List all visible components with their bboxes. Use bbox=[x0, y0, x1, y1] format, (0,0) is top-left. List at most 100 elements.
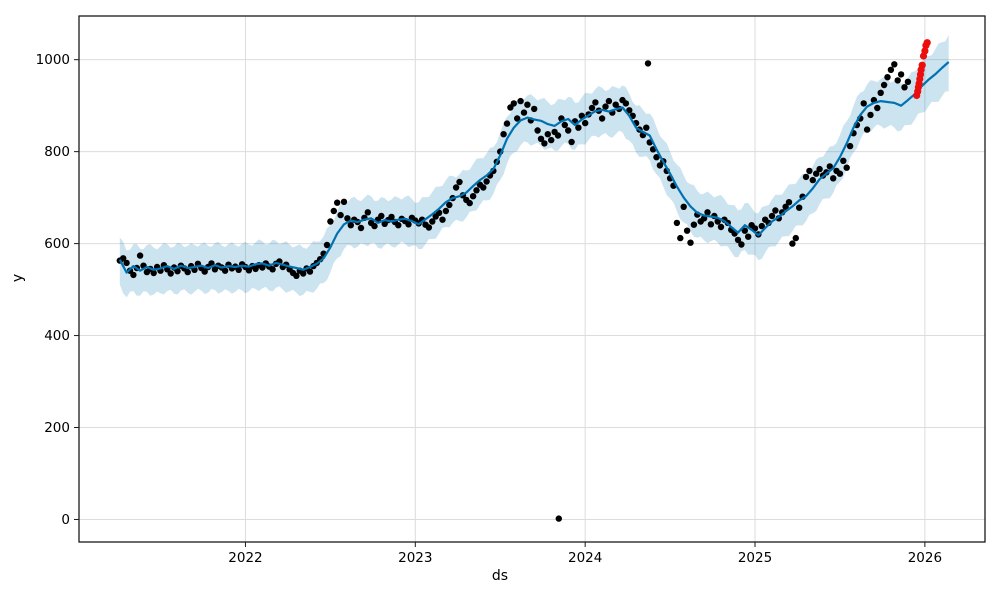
observation-dot bbox=[894, 77, 901, 84]
observation-dot bbox=[683, 227, 691, 234]
observation-dot bbox=[582, 119, 589, 127]
observation-dot bbox=[687, 239, 694, 246]
observation-dot bbox=[598, 115, 606, 122]
observation-dot bbox=[306, 268, 314, 275]
observation-dot bbox=[364, 209, 371, 216]
observation-dot bbox=[123, 259, 130, 267]
recent-red-dot bbox=[918, 61, 926, 69]
observation-dot bbox=[544, 131, 551, 138]
observation-dot bbox=[221, 267, 229, 274]
observation-dot bbox=[300, 270, 307, 277]
observation-dot bbox=[466, 199, 473, 207]
x-tick-label: 2025 bbox=[738, 550, 772, 566]
outlier-dot bbox=[555, 515, 562, 522]
forecast-line bbox=[118, 61, 950, 274]
observation-dot bbox=[167, 270, 174, 277]
x-tick-label: 2023 bbox=[398, 550, 432, 566]
observation-dot bbox=[602, 103, 609, 110]
observation-dot bbox=[446, 201, 453, 209]
observation-dot bbox=[880, 81, 888, 89]
observation-dot bbox=[503, 120, 511, 127]
observation-dot bbox=[704, 209, 711, 216]
observation-dot bbox=[473, 187, 480, 194]
observation-dot bbox=[548, 136, 555, 144]
observation-dot bbox=[184, 268, 191, 276]
observation-dot bbox=[826, 163, 833, 170]
observation-dot bbox=[357, 224, 365, 232]
observation-dot bbox=[510, 100, 517, 107]
x-tick-label: 2022 bbox=[228, 550, 262, 566]
observation-dot bbox=[796, 204, 803, 211]
observation-dot bbox=[201, 268, 208, 275]
observation-dot bbox=[483, 178, 490, 185]
observation-dot bbox=[452, 184, 460, 191]
observation-dot bbox=[150, 269, 157, 277]
observation-dot bbox=[860, 100, 867, 107]
observation-dot bbox=[714, 218, 721, 225]
observation-dot bbox=[887, 66, 895, 74]
observation-dot bbox=[588, 104, 596, 112]
observation-dot bbox=[456, 178, 463, 186]
observation-dot bbox=[378, 212, 385, 220]
y-tick-label: 600 bbox=[44, 236, 70, 252]
observation-dot bbox=[734, 236, 742, 244]
observation-dot bbox=[520, 109, 528, 116]
recent-red-dot bbox=[921, 47, 929, 55]
observation-dot bbox=[809, 176, 816, 184]
observation-dot bbox=[442, 207, 450, 215]
observation-dot bbox=[836, 170, 844, 177]
observation-dot bbox=[330, 207, 337, 215]
axes-frame bbox=[78, 15, 986, 543]
observation-dot bbox=[395, 222, 402, 229]
observation-dot bbox=[534, 127, 541, 134]
observation-dot bbox=[816, 165, 823, 173]
observation-dot bbox=[653, 154, 660, 161]
observation-dot bbox=[334, 199, 341, 206]
y-tick-label: 400 bbox=[44, 328, 70, 344]
observation-dot bbox=[405, 221, 412, 228]
observation-dot bbox=[541, 140, 548, 147]
observation-dot bbox=[235, 266, 242, 273]
observation-dot bbox=[575, 124, 582, 131]
observation-dot bbox=[347, 222, 354, 229]
observation-dot bbox=[745, 233, 752, 240]
observation-dot bbox=[524, 101, 531, 108]
observation-dot bbox=[568, 138, 575, 146]
observation-dot bbox=[785, 199, 793, 206]
observation-dot bbox=[772, 207, 779, 214]
observation-dot bbox=[897, 71, 905, 78]
observation-dot bbox=[565, 127, 572, 134]
observation-dot bbox=[293, 272, 300, 279]
observation-dot bbox=[371, 222, 378, 230]
observation-dot bbox=[554, 132, 562, 139]
observation-dot bbox=[874, 104, 881, 112]
observation-dot bbox=[884, 74, 891, 81]
observation-dot bbox=[425, 224, 433, 231]
observation-dot bbox=[480, 184, 487, 191]
observation-dot bbox=[758, 222, 765, 230]
observation-dot bbox=[429, 218, 436, 225]
observation-dot bbox=[901, 84, 908, 91]
observation-dot bbox=[806, 167, 813, 175]
observation-dot bbox=[680, 203, 687, 210]
x-axis-label: ds bbox=[491, 568, 509, 584]
observation-dot bbox=[323, 241, 331, 249]
observation-dot bbox=[867, 111, 874, 119]
x-tick-label: 2026 bbox=[908, 550, 942, 566]
observation-dot bbox=[388, 213, 395, 221]
observation-dot bbox=[863, 126, 871, 133]
y-tick-label: 1000 bbox=[36, 52, 70, 68]
observation-dot bbox=[269, 266, 276, 273]
observation-dot bbox=[537, 135, 545, 142]
observation-dot bbox=[626, 107, 633, 114]
recent-red-dot bbox=[923, 39, 931, 47]
observation-dot bbox=[136, 252, 144, 259]
observation-dot bbox=[592, 99, 599, 106]
observation-dot bbox=[891, 61, 898, 68]
x-tick-label: 2024 bbox=[568, 550, 602, 566]
y-tick-label: 800 bbox=[44, 144, 70, 160]
observation-dot bbox=[344, 215, 351, 222]
observation-dot bbox=[741, 227, 748, 234]
observation-dot bbox=[622, 100, 630, 107]
